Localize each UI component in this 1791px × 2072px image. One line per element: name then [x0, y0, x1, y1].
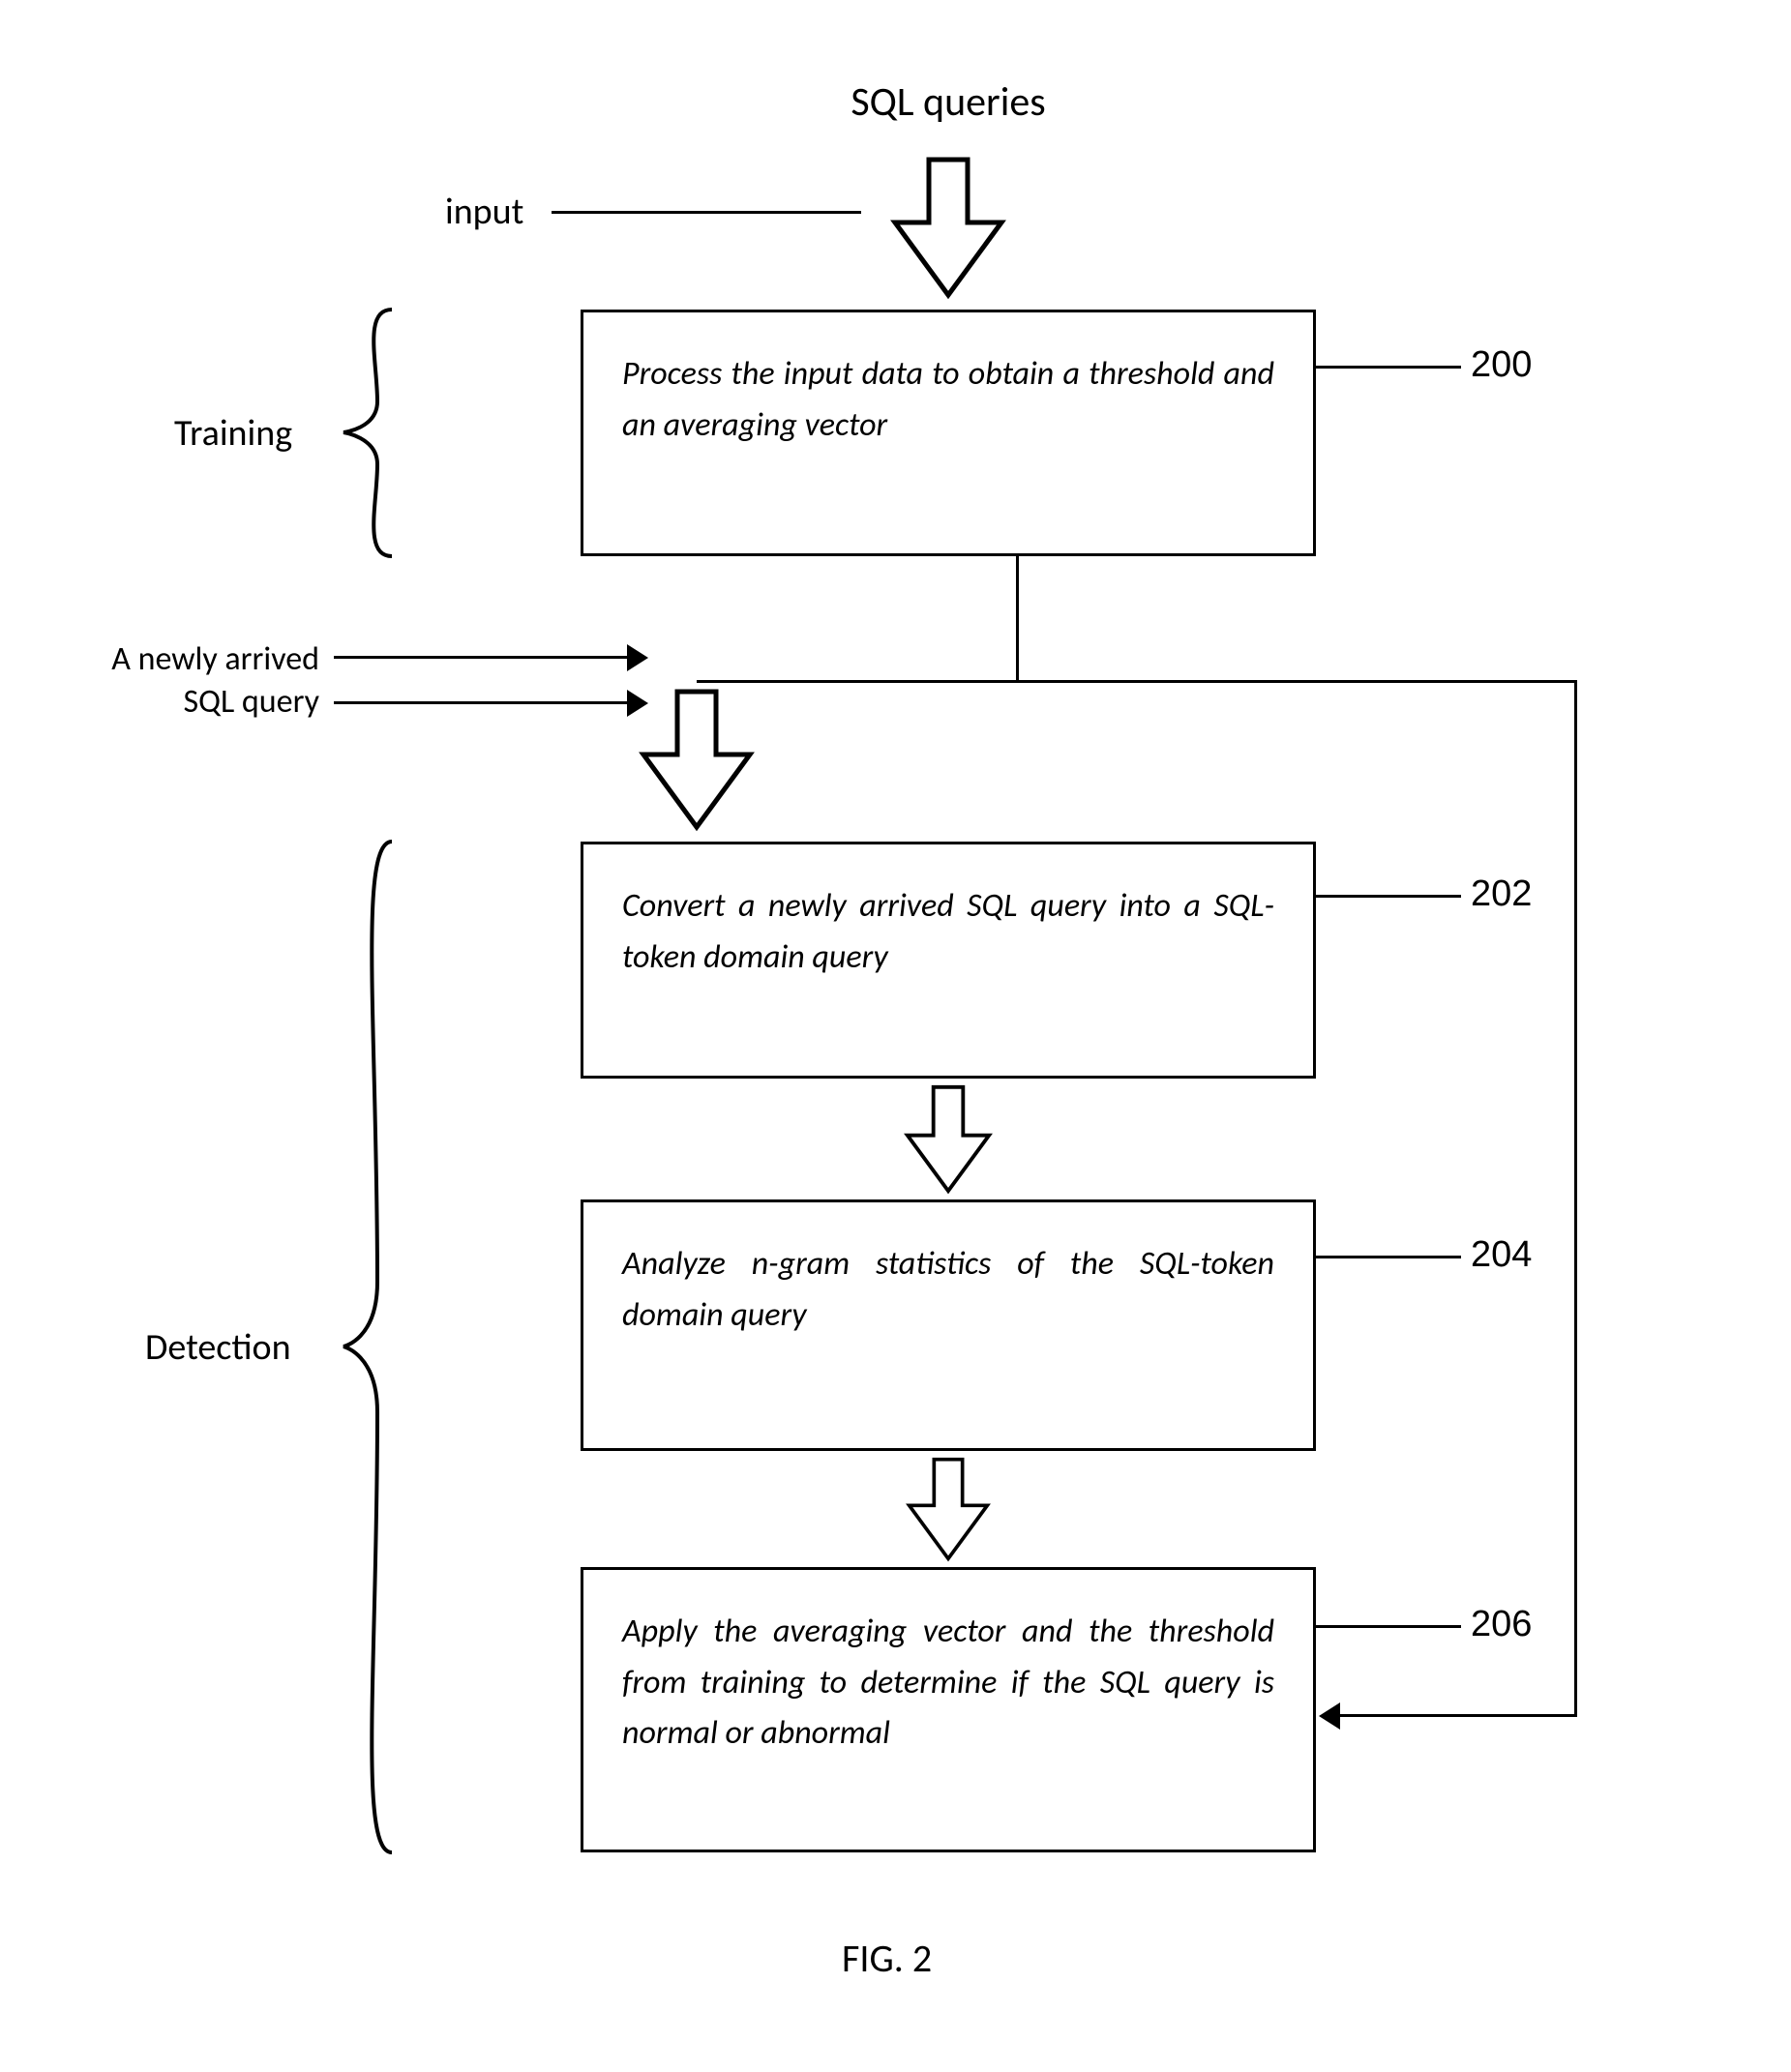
loop-arrowhead [1319, 1702, 1340, 1730]
newly-arrived-leader-2 [334, 701, 629, 704]
input-label: input [445, 190, 523, 234]
ref-204-leader [1316, 1256, 1461, 1258]
figure-caption: FIG. 2 [842, 1935, 932, 1982]
ref-202-leader [1316, 895, 1461, 898]
arrow-200-to-202 [639, 687, 755, 832]
arrow-title-to-200 [890, 155, 1006, 300]
connector-200-down [1016, 556, 1019, 682]
newly-arrived-arrowhead-1 [627, 644, 648, 671]
ref-206: 206 [1471, 1604, 1532, 1645]
connector-200-to-side [697, 680, 1019, 683]
input-leader-line [552, 211, 861, 214]
loop-top [1019, 680, 1577, 683]
ref-202: 202 [1471, 873, 1532, 915]
arrow-204-to-206 [890, 1456, 1006, 1562]
training-label: Training [174, 411, 292, 456]
ref-200-leader [1316, 366, 1461, 369]
newly-arrived-leader-1 [334, 656, 629, 659]
newly-arrived-label-line2: SQL query [68, 681, 319, 724]
ref-200: 200 [1471, 344, 1532, 386]
ref-206-leader [1316, 1625, 1461, 1628]
node-204: Analyze n-gram statistics of the SQL-tok… [581, 1199, 1316, 1451]
detection-label: Detection [145, 1325, 291, 1370]
brace-training [339, 305, 397, 561]
loop-bottom [1340, 1714, 1577, 1717]
node-202: Convert a newly arrived SQL query into a… [581, 842, 1316, 1079]
diagram-title: SQL queries [581, 77, 1316, 127]
loop-right [1574, 680, 1577, 1717]
node-206: Apply the averaging vector and the thres… [581, 1567, 1316, 1852]
ref-204: 204 [1471, 1234, 1532, 1276]
arrow-202-to-204 [890, 1083, 1006, 1195]
brace-detection [339, 837, 397, 1857]
node-200: Process the input data to obtain a thres… [581, 310, 1316, 556]
newly-arrived-label-line1: A newly arrived [68, 638, 319, 681]
